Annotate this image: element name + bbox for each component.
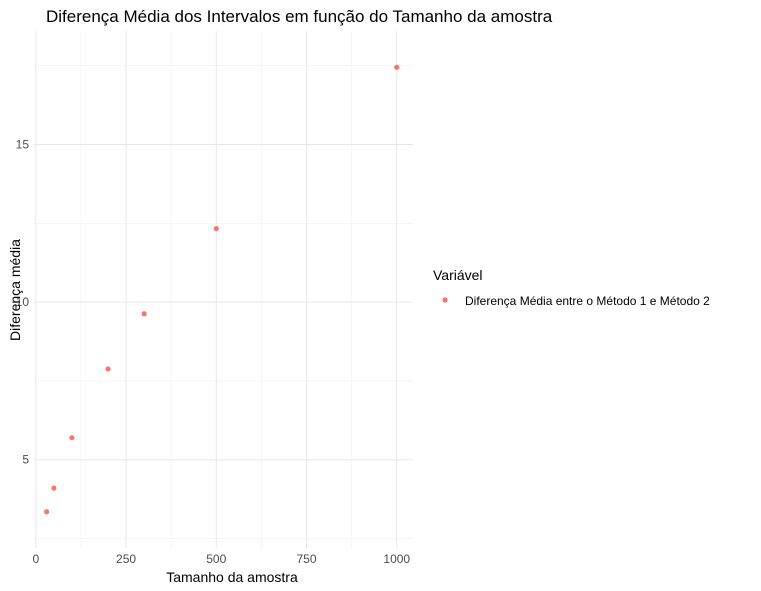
x-axis-ticks: 0 250 500 750 1000 bbox=[32, 552, 410, 566]
legend: Variável Diferença Média entre o Método … bbox=[433, 267, 710, 308]
data-point bbox=[394, 64, 400, 70]
x-tick-label: 1000 bbox=[383, 552, 410, 566]
y-axis-title: Diferença média bbox=[7, 239, 23, 341]
major-gridlines bbox=[34, 31, 413, 548]
x-tick-label: 0 bbox=[32, 552, 39, 566]
data-point bbox=[51, 485, 57, 491]
legend-label: Diferença Média entre o Método 1 e Métod… bbox=[465, 294, 710, 308]
y-tick-label: 5 bbox=[22, 453, 29, 467]
data-point bbox=[213, 226, 219, 232]
x-tick-label: 250 bbox=[116, 552, 136, 566]
y-axis-ticks: 5 10 15 bbox=[16, 137, 30, 466]
data-point bbox=[69, 435, 75, 441]
x-axis-title: Tamanho da amostra bbox=[166, 569, 298, 585]
data-point bbox=[44, 509, 50, 515]
legend-key-point bbox=[442, 297, 448, 303]
y-tick-label: 10 bbox=[16, 295, 30, 309]
x-tick-label: 750 bbox=[297, 552, 317, 566]
data-points bbox=[44, 64, 400, 515]
data-point bbox=[105, 366, 111, 372]
x-tick-label: 500 bbox=[206, 552, 226, 566]
legend-title: Variável bbox=[433, 267, 483, 283]
chart-title: Diferença Média dos Intervalos em função… bbox=[46, 7, 553, 26]
minor-gridlines bbox=[34, 31, 413, 548]
data-point bbox=[141, 311, 147, 317]
y-tick-label: 15 bbox=[16, 137, 30, 151]
